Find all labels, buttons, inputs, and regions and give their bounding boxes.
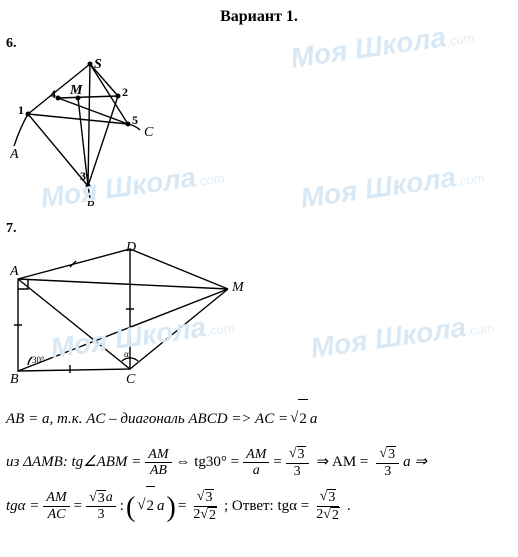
problem-6-number: 6.	[6, 36, 518, 52]
watermark: Моя Школа.com	[309, 307, 496, 364]
page-title: Вариант 1.	[0, 0, 518, 26]
svg-text:3: 3	[80, 169, 86, 183]
svg-text:α: α	[124, 349, 129, 359]
svg-text:M: M	[231, 280, 245, 295]
problem-7-number: 7.	[6, 221, 518, 237]
svg-text:M: M	[69, 83, 83, 98]
svg-text:2: 2	[122, 85, 128, 99]
svg-text:1: 1	[18, 103, 24, 117]
svg-text:S: S	[94, 57, 102, 72]
svg-text:30°: 30°	[32, 355, 45, 365]
svg-text:B: B	[86, 199, 95, 206]
solution-line-1: AB = a, т.к. AC – диагональ ABCD => AC =…	[6, 399, 518, 439]
svg-text:B: B	[10, 372, 19, 386]
problem-7-diagram: A B C D M 30° α	[10, 241, 250, 386]
svg-text:5: 5	[132, 113, 138, 127]
problem-7-solution: AB = a, т.к. AC – диагональ ABCD => AC =…	[6, 399, 518, 526]
solution-line-2: из ΔAMB: tg∠ABM = AMAB ⇔ tg30° = AMa = 3…	[6, 443, 518, 482]
svg-text:4: 4	[50, 87, 56, 101]
problem-6-diagram: S M A B C 1 2 3 4 5	[10, 56, 170, 206]
svg-text:A: A	[10, 264, 19, 279]
svg-text:D: D	[125, 241, 136, 255]
svg-text:A: A	[10, 147, 19, 162]
svg-text:C: C	[144, 125, 154, 140]
solution-line-3: tgα = AMAC = 3a 3 : ( 2a ) = 3 22 ; Отве…	[6, 486, 518, 526]
svg-text:C: C	[126, 372, 136, 386]
watermark: Моя Школа.com	[299, 157, 486, 214]
